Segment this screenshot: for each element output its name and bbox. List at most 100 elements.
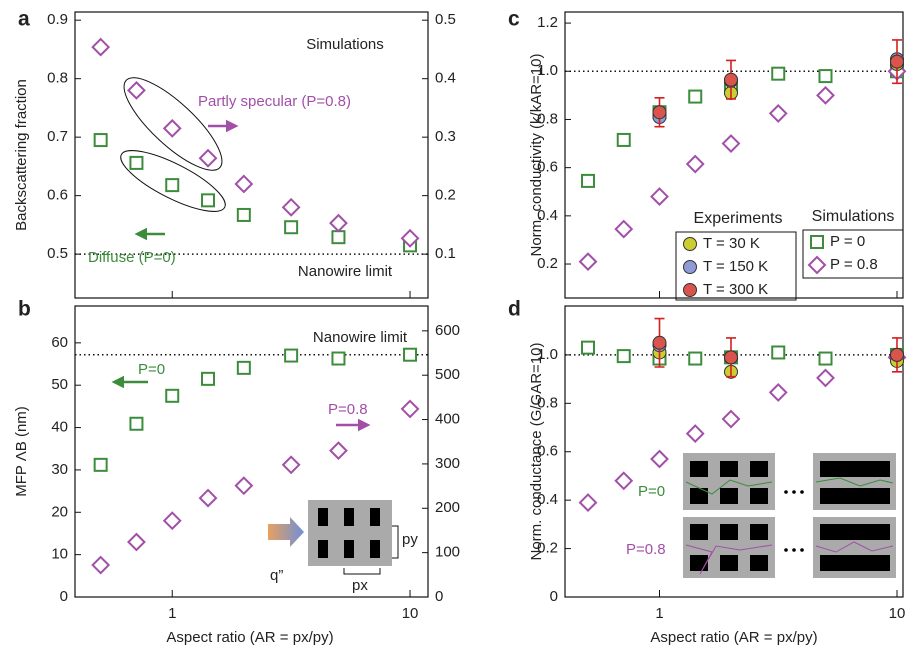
marker: [889, 347, 904, 362]
y-tick-label: 40: [51, 419, 68, 436]
y2-tick-label: 0.2: [435, 187, 456, 204]
marker: [198, 488, 218, 508]
marker: [198, 148, 218, 168]
inset-label: px: [352, 577, 368, 594]
y-tick-label: 0.6: [537, 443, 558, 460]
legend-label: T = 300 K: [703, 281, 768, 298]
x-tick-label: 10: [889, 605, 906, 622]
inset-label: P=0.8: [626, 541, 666, 558]
legend-label: P = 0.8: [830, 256, 878, 273]
marker: [165, 388, 180, 403]
y-tick-label: 30: [51, 461, 68, 478]
marker: [616, 132, 631, 147]
marker: [331, 351, 346, 366]
inset-b: [268, 500, 399, 575]
marker: [91, 555, 111, 575]
series-label: P=0: [138, 361, 165, 378]
marker: [721, 409, 741, 429]
marker: [768, 104, 788, 123]
marker: [685, 424, 705, 443]
y2-tick-label: 0.3: [435, 128, 456, 145]
marker: [331, 230, 346, 245]
y-tick-label: 1.0: [537, 62, 558, 79]
reference-label: Nanowire limit: [313, 329, 408, 346]
reference-label: Nanowire limit: [298, 263, 393, 280]
x-axis-label: Aspect ratio (AR = px/py): [650, 629, 817, 646]
marker: [91, 37, 111, 57]
y2-tick-label: 100: [435, 544, 460, 561]
y-tick-label: 0.6: [537, 159, 558, 176]
marker: [129, 416, 144, 431]
y-tick-label: 1.2: [537, 14, 558, 31]
marker: [721, 134, 741, 153]
marker: [400, 399, 420, 419]
marker: [236, 207, 251, 222]
y-tick-label: 0: [60, 588, 68, 605]
marker: [688, 89, 703, 104]
marker: [400, 228, 420, 248]
plot-frame: [564, 11, 904, 299]
y-tick-label: 1.0: [537, 346, 558, 363]
y-tick-label: 0.4: [537, 491, 558, 508]
y-tick-label: 0.7: [47, 128, 68, 145]
series-label: Diffuse (P=0): [88, 249, 176, 266]
y-tick-label: 0: [550, 588, 558, 605]
inset-label: P=0: [638, 483, 665, 500]
y2-tick-label: 300: [435, 455, 460, 472]
inset-d: [683, 453, 896, 578]
y-axis-label: Norm. conductance (G/GAR=10): [528, 342, 545, 560]
y-axis-label: Backscattering fraction: [13, 79, 30, 231]
y-tick-label: 20: [51, 503, 68, 520]
marker: [284, 348, 299, 363]
x-tick-label: 1: [655, 605, 663, 622]
note: Simulations: [306, 36, 384, 53]
group-ellipse: [123, 77, 223, 171]
marker: [93, 457, 108, 472]
legend-marker: [683, 237, 697, 251]
marker: [614, 219, 634, 239]
legend-label: P = 0: [830, 233, 865, 250]
y2-tick-label: 400: [435, 411, 460, 428]
legend-title: Experiments: [694, 210, 783, 227]
marker: [201, 371, 216, 386]
y-tick-label: 0.4: [537, 207, 558, 224]
marker: [329, 441, 348, 461]
marker: [650, 187, 669, 206]
y-tick-label: 10: [51, 546, 68, 563]
marker: [723, 350, 738, 365]
marker: [162, 511, 182, 531]
marker: [650, 449, 669, 469]
panel-label: c: [508, 8, 520, 31]
marker: [234, 476, 254, 496]
legend-label: T = 150 K: [703, 258, 768, 275]
legend-marker: [810, 235, 824, 249]
marker: [818, 69, 833, 84]
marker: [771, 345, 786, 360]
marker: [127, 80, 146, 100]
x-axis-label: Aspect ratio (AR = px/py): [166, 629, 333, 646]
y2-tick-label: 0.1: [435, 245, 456, 262]
series-label: P=0.8: [328, 401, 368, 418]
panel-label: a: [18, 8, 30, 31]
marker: [403, 347, 418, 362]
y2-tick-label: 600: [435, 322, 460, 339]
marker: [771, 66, 786, 81]
y-tick-label: 0.9: [47, 11, 68, 28]
y-tick-label: 0.2: [537, 255, 558, 272]
marker: [162, 118, 182, 138]
marker: [201, 193, 216, 208]
marker: [816, 368, 835, 388]
y2-tick-label: 0.4: [435, 70, 456, 87]
y2-tick-label: 0.5: [435, 11, 456, 28]
y2-tick-label: 0: [435, 588, 443, 605]
marker: [578, 493, 598, 512]
y-tick-label: 0.6: [47, 187, 68, 204]
marker: [281, 197, 301, 217]
plot-frame: [74, 11, 429, 299]
group-ellipse: [120, 150, 226, 212]
panel-label: d: [508, 298, 521, 321]
marker: [127, 532, 146, 552]
legend-marker: [807, 255, 827, 275]
plot-frame: [74, 305, 429, 598]
